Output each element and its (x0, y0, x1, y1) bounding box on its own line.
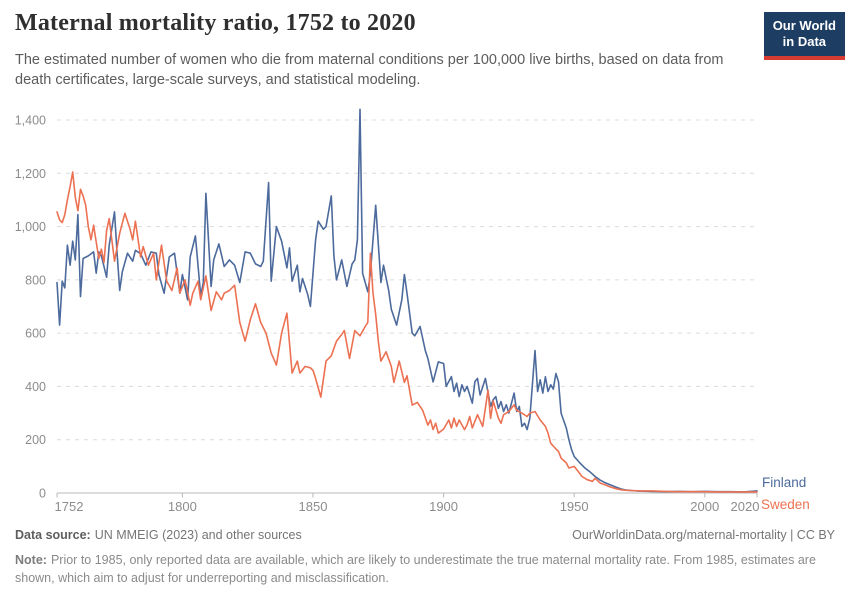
data-source: Data source: UN MMEIG (2023) and other so… (15, 528, 302, 542)
data-source-text: UN MMEIG (2023) and other sources (94, 528, 302, 542)
y-tick-label-600: 600 (25, 327, 46, 341)
y-tick-label-0: 0 (39, 487, 46, 501)
footer-source-row: Data source: UN MMEIG (2023) and other so… (15, 528, 835, 542)
citation-link[interactable]: OurWorldinData.org/maternal-mortality | … (572, 528, 835, 542)
x-tick-label-1752: 1752 (55, 499, 84, 514)
logo-line1: Our World (772, 18, 836, 33)
y-tick-label-1400: 1,400 (15, 114, 46, 128)
page-title: Maternal mortality ratio, 1752 to 2020 (15, 10, 416, 36)
y-tick-label-200: 200 (25, 433, 46, 447)
x-tick-label-2000: 2000 (690, 499, 719, 514)
chart-note-label: Note: (15, 553, 47, 567)
x-tick-label-1900: 1900 (429, 499, 458, 514)
owid-logo[interactable]: Our World in Data (763, 12, 845, 60)
logo-line2: in Data (782, 34, 827, 50)
data-source-label: Data source: (15, 528, 91, 542)
chart-note: Note: Prior to 1985, only reported data a… (15, 551, 821, 587)
y-tick-label-1000: 1,000 (15, 220, 46, 234)
x-tick-label-1850: 1850 (299, 499, 328, 514)
series-line-finland[interactable] (56, 108, 758, 493)
series-line-sweden[interactable] (56, 171, 758, 493)
chart-subtitle: The estimated number of women who die fr… (15, 52, 724, 88)
y-tick-label-400: 400 (25, 380, 46, 394)
y-tick-label-1200: 1,200 (15, 167, 46, 181)
x-tick-label-2020: 2020 (731, 499, 760, 514)
legend-item-sweden[interactable]: Sweden (761, 497, 810, 512)
y-tick-label-800: 800 (25, 273, 46, 287)
x-tick-label-1800: 1800 (168, 499, 197, 514)
legend-item-finland[interactable]: Finland (762, 475, 807, 490)
x-tick-label-1950: 1950 (560, 499, 589, 514)
chart-note-text: Prior to 1985, only reported data are av… (15, 553, 816, 586)
